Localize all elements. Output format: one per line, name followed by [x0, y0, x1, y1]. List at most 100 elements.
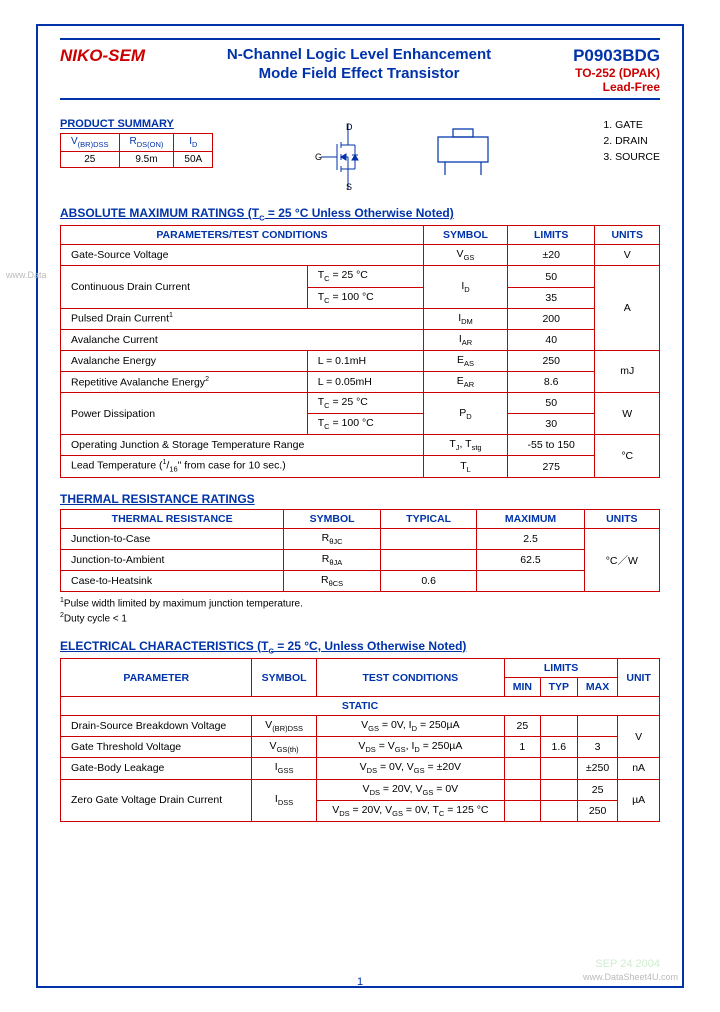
cell: IDM: [423, 308, 507, 329]
cell: TC = 100 °C: [307, 287, 423, 308]
watermark: www.Data: [6, 270, 47, 280]
svg-text:G: G: [315, 152, 322, 162]
pin-2: 2. DRAIN: [603, 134, 660, 150]
cell: Power Dissipation: [61, 393, 308, 435]
cell: Repetitive Avalanche Energy2: [61, 371, 308, 392]
schematic-symbol: D G S: [243, 118, 573, 192]
pin-1: 1. GATE: [603, 118, 660, 134]
cell: 0.6: [380, 571, 477, 592]
trr-h4: UNITS: [584, 509, 659, 528]
cell: 35: [507, 287, 594, 308]
cell: 25: [577, 779, 617, 800]
product-summary: PRODUCT SUMMARY V(BR)DSS RDS(ON) ID 25 9…: [60, 118, 213, 168]
amr-h1: SYMBOL: [423, 226, 507, 245]
cell: VDS = 20V, VGS = 0V: [316, 779, 504, 800]
page-frame: NIKO-SEM N-Channel Logic Level Enhanceme…: [36, 24, 684, 988]
cell: W: [595, 393, 660, 435]
cell: 250: [577, 800, 617, 821]
amr-h0: PARAMETERS/TEST CONDITIONS: [61, 226, 424, 245]
cell: L = 0.1mH: [307, 350, 423, 371]
pin-3: 3. SOURCE: [603, 150, 660, 166]
cell: VGS = 0V, ID = 250µA: [316, 716, 504, 737]
cell: TC = 100 °C: [307, 414, 423, 435]
cell: [504, 779, 540, 800]
mosfet-symbol-icon: D G S: [313, 122, 383, 192]
cell: 275: [507, 456, 594, 478]
ec-h-limits: LIMITS: [504, 659, 617, 678]
doc-title: N-Channel Logic Level Enhancement Mode F…: [145, 46, 573, 84]
trr-h0: THERMAL RESISTANCE: [61, 509, 284, 528]
title-line2: Mode Field Effect Transistor: [259, 65, 460, 82]
cell: [380, 550, 477, 571]
cell: [380, 528, 477, 549]
ec-static: STATIC: [61, 697, 660, 716]
cell: [577, 716, 617, 737]
package-type: TO-252 (DPAK): [573, 66, 660, 80]
cell: 62.5: [477, 550, 584, 571]
part-number: P0903BDG: [573, 46, 660, 66]
psumm-h0: V(BR)DSS: [61, 134, 120, 152]
cell: EAS: [423, 350, 507, 371]
product-summary-table: V(BR)DSS RDS(ON) ID 25 9.5m 50A: [60, 133, 213, 168]
title-line1: N-Channel Logic Level Enhancement: [227, 46, 491, 63]
cell: 1.6: [540, 737, 577, 758]
pin-list: 1. GATE 2. DRAIN 3. SOURCE: [603, 118, 660, 165]
summary-row: PRODUCT SUMMARY V(BR)DSS RDS(ON) ID 25 9…: [60, 118, 660, 192]
brand-logo: NIKO-SEM: [60, 46, 145, 66]
cell: [540, 716, 577, 737]
cell: 8.6: [507, 371, 594, 392]
cell: TL: [423, 456, 507, 478]
cell: ±20: [507, 245, 594, 266]
ec-h-unit: UNIT: [618, 659, 660, 697]
cell: IDSS: [252, 779, 316, 821]
ec-h-param: PARAMETER: [61, 659, 252, 697]
cell: °C／W: [584, 528, 659, 591]
cell: EAR: [423, 371, 507, 392]
header-rule: [60, 98, 660, 100]
ec-table: PARAMETER SYMBOL TEST CONDITIONS LIMITS …: [60, 658, 660, 821]
cell: 200: [507, 308, 594, 329]
trr-h1: SYMBOL: [284, 509, 381, 528]
cell: Pulsed Drain Current1: [61, 308, 424, 329]
ec-h-typ: TYP: [540, 678, 577, 697]
cell: VGS(th): [252, 737, 316, 758]
cell: TC = 25 °C: [307, 266, 423, 287]
cell: V: [595, 245, 660, 266]
cell: 2.5: [477, 528, 584, 549]
cell: 50: [507, 266, 594, 287]
cell: Avalanche Energy: [61, 350, 308, 371]
cell: RθCS: [284, 571, 381, 592]
cell: Lead Temperature (1/16" from case for 10…: [61, 456, 424, 478]
cell: Drain-Source Breakdown Voltage: [61, 716, 252, 737]
amr-h2: LIMITS: [507, 226, 594, 245]
psumm-v2: 50A: [174, 152, 213, 168]
ec-h-cond: TEST CONDITIONS: [316, 659, 504, 697]
cell: 30: [507, 414, 594, 435]
trr-h3: MAXIMUM: [477, 509, 584, 528]
cell: [504, 800, 540, 821]
cell: RθJA: [284, 550, 381, 571]
cell: 50: [507, 393, 594, 414]
header: NIKO-SEM N-Channel Logic Level Enhanceme…: [60, 46, 660, 94]
cell: VDS = VGS, ID = 250µA: [316, 737, 504, 758]
cell: 40: [507, 329, 594, 350]
watermark: www.DataSheet4U.com: [583, 972, 678, 982]
cell: ±250: [577, 758, 617, 779]
cell: [540, 758, 577, 779]
package-outline-icon: [423, 127, 503, 187]
amr-table: PARAMETERS/TEST CONDITIONS SYMBOL LIMITS…: [60, 225, 660, 478]
date-stamp: SEP 24 2004: [595, 958, 660, 970]
cell: [540, 779, 577, 800]
cell: Junction-to-Case: [61, 528, 284, 549]
cell: -55 to 150: [507, 435, 594, 456]
cell: TC = 25 °C: [307, 393, 423, 414]
ec-h-max: MAX: [577, 678, 617, 697]
psumm-v0: 25: [61, 152, 120, 168]
trr-title: THERMAL RESISTANCE RATINGS: [60, 492, 660, 506]
cell: 1: [504, 737, 540, 758]
cell: [540, 800, 577, 821]
svg-text:D: D: [346, 122, 353, 132]
cell: ID: [423, 266, 507, 308]
cell: Case-to-Heatsink: [61, 571, 284, 592]
trr-table: THERMAL RESISTANCE SYMBOL TYPICAL MAXIMU…: [60, 509, 660, 592]
